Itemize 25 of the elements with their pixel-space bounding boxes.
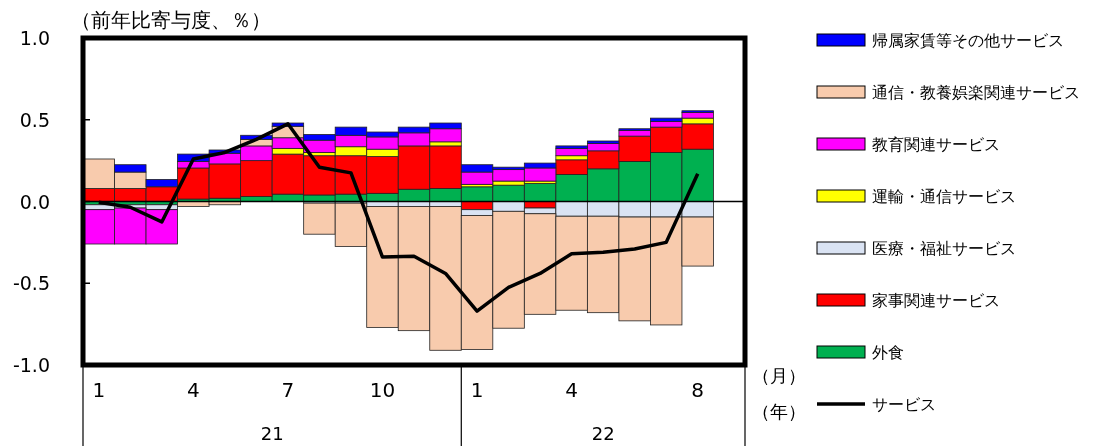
y-tick-label: -1.0 (12, 354, 50, 376)
y-axis-title: （前年比寄与度、％） (71, 8, 271, 32)
x-tick-label: 10 (369, 378, 396, 402)
x-tick-label: 4 (565, 378, 578, 402)
legend-label: サービス (872, 395, 936, 414)
text: 22 (591, 423, 615, 444)
legend-label: 帰属家賃等その他サービス (872, 31, 1064, 50)
legend-label: 医療・福祉サービス (872, 239, 1016, 258)
y-tick-label: 1.0 (19, 27, 50, 49)
x-tick-label: 8 (691, 378, 705, 402)
text: （年） (752, 401, 806, 422)
y-tick-label: -0.5 (12, 272, 50, 295)
x-tick-label: 4 (186, 378, 200, 402)
text: （月） (752, 365, 806, 386)
legend-label: 外食 (872, 343, 904, 362)
legend-label: 家事関連サービス (872, 291, 1000, 310)
legend-label: 教育関連サービス (872, 135, 1000, 154)
legend-label: 運輸・通信サービス (872, 187, 1016, 206)
x-tick-label: 7 (281, 378, 295, 402)
text: 21 (260, 423, 284, 444)
y-tick-label: 0.5 (19, 108, 50, 131)
x-tick-label: 1 (470, 378, 484, 402)
y-tick-label: 0.0 (19, 190, 50, 213)
x-tick-label: 1 (92, 378, 106, 402)
legend-label: 通信・教養娯楽関連サービス (872, 83, 1080, 102)
